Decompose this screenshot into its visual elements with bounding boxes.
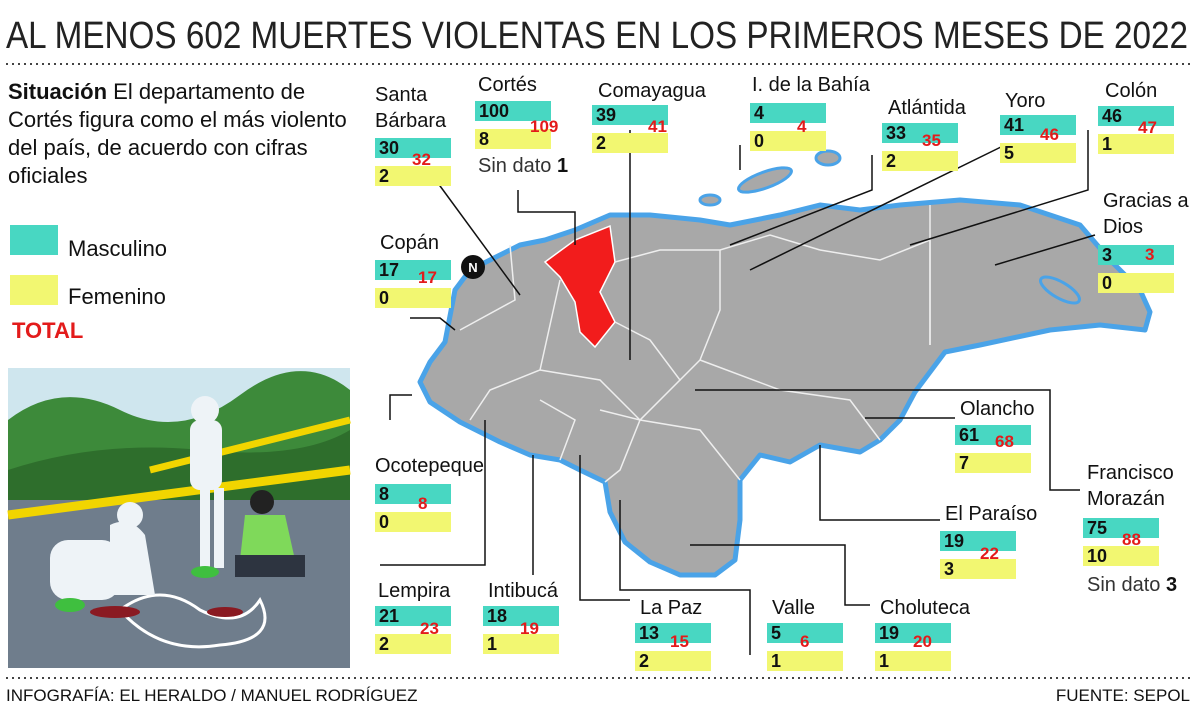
female-count: 0	[750, 131, 826, 151]
department-name: Cortés	[478, 74, 537, 96]
total-count: 41	[648, 117, 667, 136]
total-count: 47	[1138, 118, 1157, 137]
male-count: 8	[375, 484, 451, 504]
male-count: 30	[375, 138, 451, 158]
female-count: 2	[375, 166, 451, 186]
title: AL MENOS 602 MUERTES VIOLENTAS EN LOS PR…	[6, 15, 1188, 57]
female-count: 2	[635, 651, 711, 671]
department-name: Olancho	[960, 398, 1035, 420]
female-count: 0	[1098, 273, 1174, 293]
total-count: 20	[913, 632, 932, 651]
leader-lines	[380, 130, 1096, 655]
total-count: 3	[1145, 245, 1155, 264]
female-count: 1	[1098, 134, 1174, 154]
male-count: 41	[1000, 115, 1076, 135]
male-count: 100	[475, 101, 551, 121]
legend-female: Femenino	[68, 284, 166, 309]
total-count: 68	[995, 432, 1014, 451]
total-count: 88	[1122, 530, 1141, 549]
department-name: Copán	[380, 232, 439, 254]
department-name: Atlántida	[888, 97, 966, 119]
total-count: 19	[520, 619, 539, 638]
total-count: 6	[800, 632, 810, 651]
male-count: 4	[750, 103, 826, 123]
department-name: Ocotepeque	[375, 455, 484, 477]
female-count: 7	[955, 453, 1031, 473]
female-count: 3	[940, 559, 1016, 579]
male-count: 75	[1083, 518, 1159, 538]
total-count: 32	[412, 150, 431, 169]
male-count: 39	[592, 105, 668, 125]
total-count: 23	[420, 619, 439, 638]
legend-swatch-female	[10, 275, 58, 305]
map: N	[417, 149, 1153, 578]
intro-lead: Situación	[8, 79, 108, 104]
female-count: 0	[375, 288, 451, 308]
legend-male: Masculino	[68, 236, 168, 261]
sin-dato-count: 1	[556, 155, 569, 177]
legend-swatch-male	[10, 225, 58, 255]
department-name: Intibucá	[488, 580, 559, 602]
male-count: 5	[767, 623, 843, 643]
total-count: 4	[797, 117, 807, 136]
total-count: 22	[980, 544, 999, 563]
female-count: 1	[483, 634, 559, 654]
intro-text: El departamento de Cortés figura como el…	[8, 79, 347, 188]
female-count: 2	[375, 634, 451, 654]
male-count: 3	[1098, 245, 1174, 265]
department-name: Yoro	[1005, 90, 1046, 112]
legend-total: TOTAL	[12, 318, 84, 343]
total-count: 8	[418, 494, 428, 513]
intro: Situación El departamento de Cortés figu…	[8, 78, 358, 190]
total-count: 46	[1040, 125, 1059, 144]
female-count: 5	[1000, 143, 1076, 163]
department-name: Colón	[1105, 80, 1158, 102]
source: FUENTE: SEPOL	[1055, 686, 1190, 705]
sin-dato-label: Sin dato	[1087, 574, 1161, 596]
department-name: I. de la Bahía	[752, 74, 870, 96]
male-count: 46	[1098, 106, 1174, 126]
total-count: 109	[530, 117, 559, 136]
photo	[7, 368, 351, 668]
male-count: 61	[955, 425, 1031, 445]
department-name: Lempira	[378, 580, 451, 602]
male-count: 19	[940, 531, 1016, 551]
department-name: Francisco Morazán	[1087, 462, 1174, 510]
sin-dato: Sin dato 3	[1087, 574, 1177, 597]
sin-dato-label: Sin dato	[478, 155, 552, 177]
total-count: 15	[670, 632, 689, 651]
female-count: 1	[875, 651, 951, 671]
department-name: Choluteca	[880, 597, 971, 619]
svg-text:N: N	[468, 260, 477, 275]
female-count: 8	[475, 129, 551, 149]
sin-dato-count: 3	[1165, 574, 1178, 596]
female-count: 0	[375, 512, 451, 532]
male-count: 18	[483, 606, 559, 626]
female-count: 2	[592, 133, 668, 153]
department-name: Santa Bárbara	[375, 84, 447, 132]
credit: INFOGRAFÍA: EL HERALDO / MANUEL RODRÍGUE…	[6, 686, 418, 705]
female-count: 2	[882, 151, 958, 171]
male-count: 19	[875, 623, 951, 643]
department-name: La Paz	[640, 597, 703, 619]
department-name: Valle	[772, 597, 815, 619]
total-count: 35	[922, 131, 941, 150]
department-name: Comayagua	[598, 80, 706, 102]
female-count: 1	[767, 651, 843, 671]
sin-dato: Sin dato 1	[478, 155, 568, 178]
male-count: 21	[375, 606, 451, 626]
department-name: El Paraíso	[945, 503, 1038, 525]
department-name: Gracias a Dios	[1103, 190, 1189, 238]
male-count: 17	[375, 260, 451, 280]
female-count: 10	[1083, 546, 1159, 566]
total-count: 17	[418, 268, 437, 287]
male-count: 33	[882, 123, 958, 143]
male-count: 13	[635, 623, 711, 643]
